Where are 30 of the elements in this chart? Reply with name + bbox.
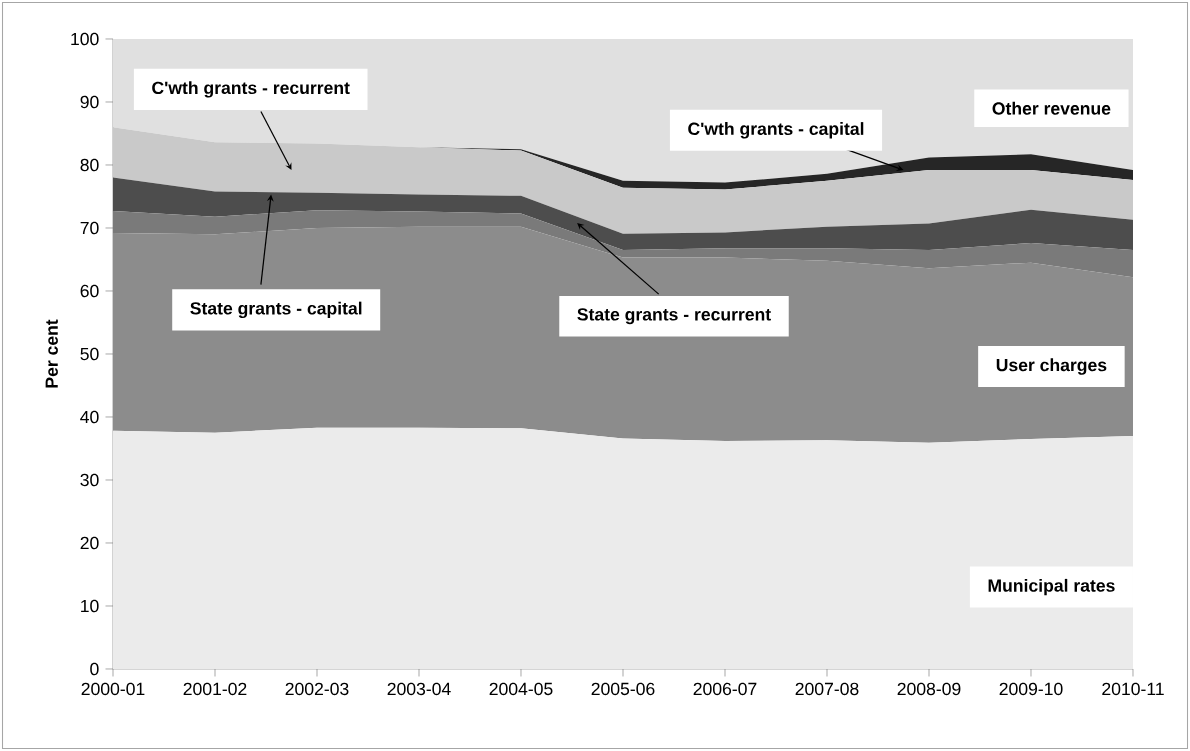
y-tick-label: 50: [80, 347, 99, 361]
series-label: C'wth grants - recurrent: [152, 81, 350, 98]
x-tick-label: 2000-01: [81, 682, 145, 696]
y-tick-label: 60: [80, 284, 99, 298]
y-tick-label: 10: [81, 599, 99, 613]
y-tick-label: 20: [80, 536, 99, 550]
series-label: Other revenue: [992, 101, 1111, 115]
series-label: Municipal rates: [988, 578, 1115, 596]
x-tick-label: 2004-05: [489, 682, 553, 696]
y-tick-label: 90: [80, 95, 99, 109]
x-tick-label: 2009-10: [999, 682, 1063, 696]
series-label: C'wth grants - capital: [688, 122, 864, 139]
x-tick-label: 2007-08: [795, 682, 859, 696]
y-axis-title: Per cent: [45, 319, 58, 388]
x-tick-label: 2002-03: [285, 682, 349, 696]
y-tick-label: 80: [80, 158, 99, 172]
y-tick-label: 30: [80, 473, 99, 487]
text: State grants - recurrent: [577, 308, 771, 325]
x-tick-label: 2003-04: [387, 682, 451, 696]
y-tick-label: 40: [80, 410, 99, 424]
x-tick-label: 2005-06: [591, 682, 655, 696]
x-tick-label: 2006-07: [693, 682, 757, 696]
y-tick-label: 0: [90, 662, 99, 676]
y-tick-label: 70: [80, 221, 99, 235]
y-tick-label: 100: [71, 32, 99, 46]
x-tick-label: 2010-11: [1102, 682, 1164, 696]
x-tick-label: 2001-02: [183, 682, 247, 696]
x-tick-label: 2008-09: [897, 682, 961, 696]
series-label: User charges: [996, 358, 1107, 375]
text: State grants - capital: [190, 301, 362, 319]
